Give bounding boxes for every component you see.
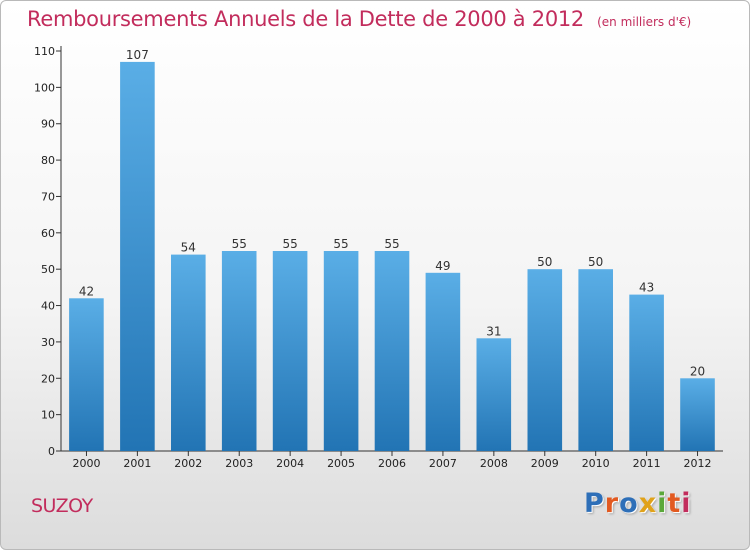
bar-value-label: 55 <box>384 237 399 251</box>
bar <box>323 251 359 451</box>
y-tick-label: 10 <box>41 409 55 422</box>
x-tick-label: 2001 <box>123 457 151 470</box>
y-tick-label: 110 <box>34 45 55 58</box>
bar-value-label: 20 <box>690 364 705 378</box>
y-tick-label: 100 <box>34 81 55 94</box>
bar <box>120 61 155 452</box>
chart-title: Remboursements Annuels de la Dette de 20… <box>27 7 584 31</box>
chart-subtitle: (en milliers d'€) <box>597 15 692 29</box>
logo-letter: t <box>667 488 682 519</box>
bar <box>476 338 512 451</box>
bar <box>425 272 461 451</box>
bar-value-label: 42 <box>79 284 94 298</box>
y-tick-label: 80 <box>41 154 55 167</box>
x-tick-label: 2003 <box>225 457 253 470</box>
y-tick-label: 60 <box>41 227 55 240</box>
bar <box>171 254 206 451</box>
y-tick-label: 70 <box>41 190 55 203</box>
x-tick-label: 2005 <box>327 457 355 470</box>
logo-letter: i <box>657 488 668 519</box>
logo-letter: P <box>584 488 605 519</box>
bar <box>527 269 563 451</box>
bar-value-label: 31 <box>486 324 501 338</box>
bar-value-label: 43 <box>639 281 654 295</box>
bar <box>69 298 104 451</box>
x-tick-label: 2002 <box>174 457 202 470</box>
x-tick-label: 2012 <box>684 457 712 470</box>
proxiti-logo[interactable]: Proxiti <box>584 488 692 519</box>
x-tick-label: 2000 <box>72 457 100 470</box>
bar <box>578 269 613 451</box>
x-tick-label: 2011 <box>633 457 661 470</box>
y-tick-label: 40 <box>41 300 55 313</box>
bar-value-label: 55 <box>232 237 247 251</box>
x-tick-label: 2009 <box>531 457 559 470</box>
bar <box>221 251 257 451</box>
bar-value-label: 50 <box>537 255 552 269</box>
bar-value-label: 55 <box>333 237 348 251</box>
y-tick-label: 0 <box>48 445 55 458</box>
chart-title-block: Remboursements Annuels de la Dette de 20… <box>27 7 691 31</box>
chart-bars: 42 107 54 55 55 55 55 49 31 50 50 43 20 <box>69 48 715 452</box>
x-tick-label: 2006 <box>378 457 406 470</box>
bar-value-label: 107 <box>126 48 149 62</box>
bar <box>629 294 664 451</box>
bar <box>680 378 715 451</box>
x-tick-label: 2007 <box>429 457 457 470</box>
y-tick-label: 30 <box>41 336 55 349</box>
bar-value-label: 49 <box>435 259 450 273</box>
x-tick-label: 2010 <box>582 457 610 470</box>
bar-value-label: 55 <box>283 237 298 251</box>
logo-letter: x <box>638 488 658 519</box>
x-tick-label: 2008 <box>480 457 508 470</box>
y-tick-label: 50 <box>41 263 55 276</box>
logo-letter: r <box>604 488 620 519</box>
chart-axes: 0 10 20 30 40 50 60 70 80 90 100 110 2000 2001 2002 200… <box>34 45 723 470</box>
commune-name: SUZOY <box>31 495 93 517</box>
bar <box>374 251 410 451</box>
logo-letter: i <box>681 488 692 519</box>
bar-value-label: 50 <box>588 255 603 269</box>
y-tick-label: 90 <box>41 118 55 131</box>
y-tick-label: 20 <box>41 372 55 385</box>
bar <box>272 251 308 451</box>
bar-value-label: 54 <box>181 241 196 255</box>
x-tick-label: 2004 <box>276 457 304 470</box>
logo-letter: o <box>619 488 639 519</box>
